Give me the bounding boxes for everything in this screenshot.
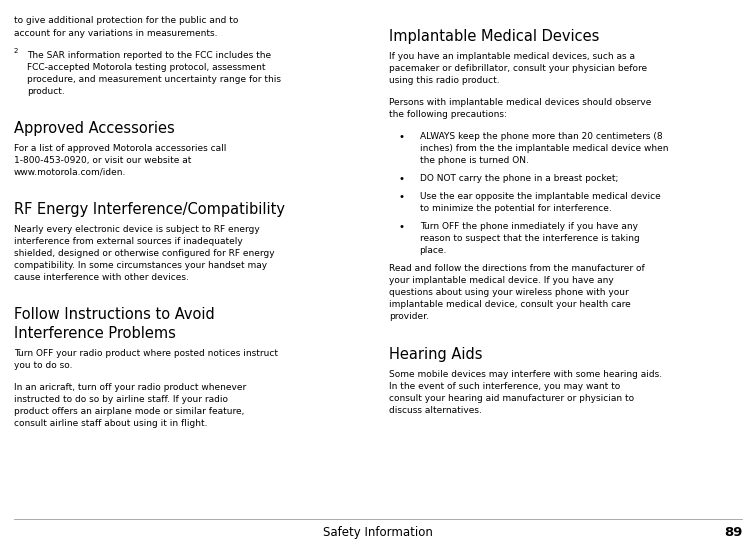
Text: www.motorola.com/iden.: www.motorola.com/iden. <box>14 168 126 177</box>
Text: Read and follow the directions from the manufacturer of: Read and follow the directions from the … <box>389 264 645 273</box>
Text: consult your hearing aid manufacturer or physician to: consult your hearing aid manufacturer or… <box>389 394 634 403</box>
Text: the phone is turned ON.: the phone is turned ON. <box>420 156 528 165</box>
Text: instructed to do so by airline staff. If your radio: instructed to do so by airline staff. If… <box>14 395 228 404</box>
Text: Nearly every electronic device is subject to RF energy: Nearly every electronic device is subjec… <box>14 225 259 234</box>
Text: account for any variations in measurements.: account for any variations in measuremen… <box>14 29 217 37</box>
Text: •: • <box>398 174 404 184</box>
Text: Persons with implantable medical devices should observe: Persons with implantable medical devices… <box>389 98 652 107</box>
Text: Turn OFF your radio product where posted notices instruct: Turn OFF your radio product where posted… <box>14 349 277 358</box>
Text: •: • <box>398 222 404 232</box>
Text: Use the ear opposite the implantable medical device: Use the ear opposite the implantable med… <box>420 192 660 201</box>
Text: FCC-accepted Motorola testing protocol, assessment: FCC-accepted Motorola testing protocol, … <box>27 63 265 71</box>
Text: Hearing Aids: Hearing Aids <box>389 346 483 362</box>
Text: compatibility. In some circumstances your handset may: compatibility. In some circumstances you… <box>14 261 267 270</box>
Text: In an aricraft, turn off your radio product whenever: In an aricraft, turn off your radio prod… <box>14 383 246 392</box>
Text: •: • <box>398 192 404 202</box>
Text: you to do so.: you to do so. <box>14 361 72 370</box>
Text: to give additional protection for the public and to: to give additional protection for the pu… <box>14 16 238 25</box>
Text: procedure, and measurement uncertainty range for this: procedure, and measurement uncertainty r… <box>27 75 281 83</box>
Text: place.: place. <box>420 246 447 255</box>
Text: •: • <box>398 132 404 142</box>
Text: shielded, designed or otherwise configured for RF energy: shielded, designed or otherwise configur… <box>14 249 274 258</box>
Text: cause interference with other devices.: cause interference with other devices. <box>14 273 188 282</box>
Text: Some mobile devices may interfere with some hearing aids.: Some mobile devices may interfere with s… <box>389 369 662 379</box>
Text: ALWAYS keep the phone more than 20 centimeters (8: ALWAYS keep the phone more than 20 centi… <box>420 132 662 141</box>
Text: Follow Instructions to Avoid: Follow Instructions to Avoid <box>14 307 215 322</box>
Text: the following precautions:: the following precautions: <box>389 110 507 119</box>
Text: 1-800-453-0920, or visit our website at: 1-800-453-0920, or visit our website at <box>14 156 191 165</box>
Text: provider.: provider. <box>389 312 429 322</box>
Text: consult airline staff about using it in flight.: consult airline staff about using it in … <box>14 419 207 428</box>
Text: Approved Accessories: Approved Accessories <box>14 121 175 136</box>
Text: pacemaker or defibrillator, consult your physician before: pacemaker or defibrillator, consult your… <box>389 64 647 72</box>
Text: to minimize the potential for interference.: to minimize the potential for interferen… <box>420 204 612 213</box>
Text: DO NOT carry the phone in a breast pocket;: DO NOT carry the phone in a breast pocke… <box>420 174 618 183</box>
Text: discuss alternatives.: discuss alternatives. <box>389 406 482 415</box>
Text: 89: 89 <box>724 526 742 539</box>
Text: Safety Information: Safety Information <box>323 526 433 539</box>
Text: 2: 2 <box>14 48 18 54</box>
Text: RF Energy Interference/Compatibility: RF Energy Interference/Compatibility <box>14 202 284 217</box>
Text: reason to suspect that the interference is taking: reason to suspect that the interference … <box>420 234 640 243</box>
Text: your implantable medical device. If you have any: your implantable medical device. If you … <box>389 276 614 285</box>
Text: Interference Problems: Interference Problems <box>14 326 175 341</box>
Text: product.: product. <box>27 87 65 96</box>
Text: interference from external sources if inadequately: interference from external sources if in… <box>14 237 243 246</box>
Text: Turn OFF the phone inmediately if you have any: Turn OFF the phone inmediately if you ha… <box>420 222 637 231</box>
Text: questions about using your wireless phone with your: questions about using your wireless phon… <box>389 288 629 298</box>
Text: If you have an implantable medical devices, such as a: If you have an implantable medical devic… <box>389 52 635 60</box>
Text: Implantable Medical Devices: Implantable Medical Devices <box>389 29 600 43</box>
Text: For a list of approved Motorola accessories call: For a list of approved Motorola accessor… <box>14 144 226 153</box>
Text: product offers an airplane mode or similar feature,: product offers an airplane mode or simil… <box>14 407 244 416</box>
Text: implantable medical device, consult your health care: implantable medical device, consult your… <box>389 300 631 310</box>
Text: The SAR information reported to the FCC includes the: The SAR information reported to the FCC … <box>27 51 271 59</box>
Text: In the event of such interference, you may want to: In the event of such interference, you m… <box>389 382 621 391</box>
Text: inches) from the the implantable medical device when: inches) from the the implantable medical… <box>420 144 668 153</box>
Text: using this radio product.: using this radio product. <box>389 76 500 85</box>
